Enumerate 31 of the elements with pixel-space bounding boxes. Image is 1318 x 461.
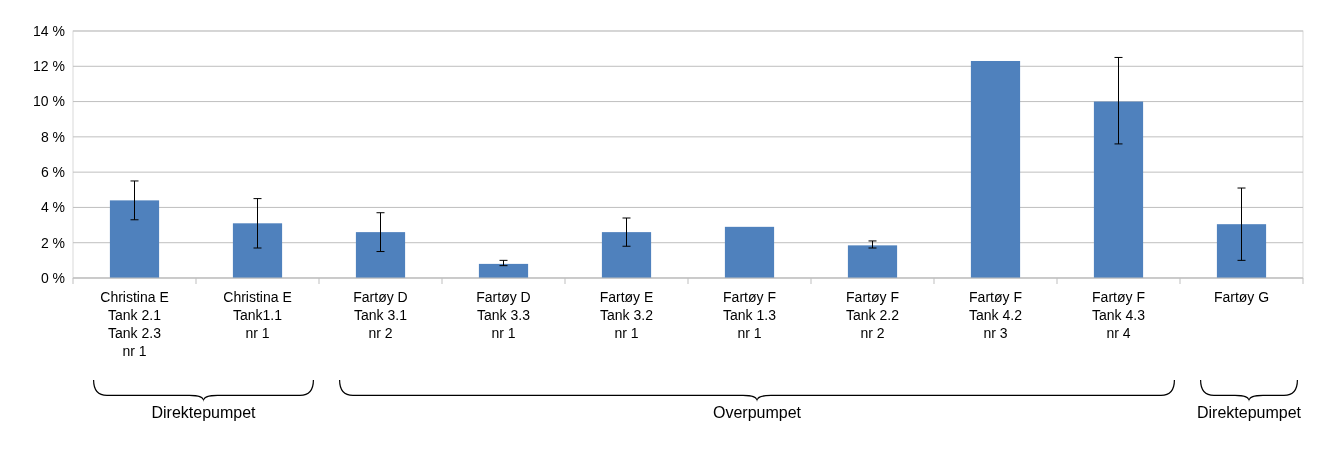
text: Direktepumpet (151, 404, 257, 421)
x-tick-label: Fartøy D Tank 3.1 nr 2 (353, 289, 408, 341)
y-tick-label: 14 % (33, 22, 65, 39)
y-tick-label: 12 % (33, 58, 65, 75)
x-tick-label: Fartøy F Tank 2.2 nr 2 (846, 289, 900, 341)
y-tick-label: 0 % (40, 269, 65, 286)
text: Overpumpet (712, 404, 802, 421)
y-tick-label: 6 % (40, 164, 65, 181)
bar (970, 60, 1021, 278)
y-tick-label: 2 % (40, 234, 65, 251)
y-tick-label: 4 % (40, 199, 65, 216)
bar (478, 263, 529, 278)
x-tick-label: Fartøy G (1213, 289, 1270, 305)
x-tick-label: Fartøy D Tank 3.3 nr 1 (476, 289, 531, 341)
bar (109, 200, 160, 278)
x-tick-label: Fartøy F Tank 4.2 nr 3 (969, 289, 1023, 341)
bar (1093, 101, 1144, 278)
x-tick-label: Fartøy F Tank 1.3 nr 1 (723, 289, 777, 341)
x-tick-label: Christina E Tank1.1 nr 1 (223, 289, 292, 341)
bar (232, 223, 283, 278)
bar (847, 245, 898, 278)
text: Direktepumpet (1196, 404, 1302, 421)
x-tick-label: Fartøy E Tank 3.2 nr 1 (599, 289, 654, 341)
x-tick-label: Fartøy F Tank 4.3 nr 4 (1092, 289, 1146, 341)
y-tick-label: 10 % (33, 93, 65, 110)
bar (601, 232, 652, 278)
bar (1216, 224, 1267, 278)
bar (724, 226, 775, 278)
bar (355, 232, 406, 278)
y-tick-label: 8 % (40, 128, 65, 145)
x-tick-label: Christina E Tank 2.1 Tank 2.3 nr 1 (100, 289, 169, 359)
